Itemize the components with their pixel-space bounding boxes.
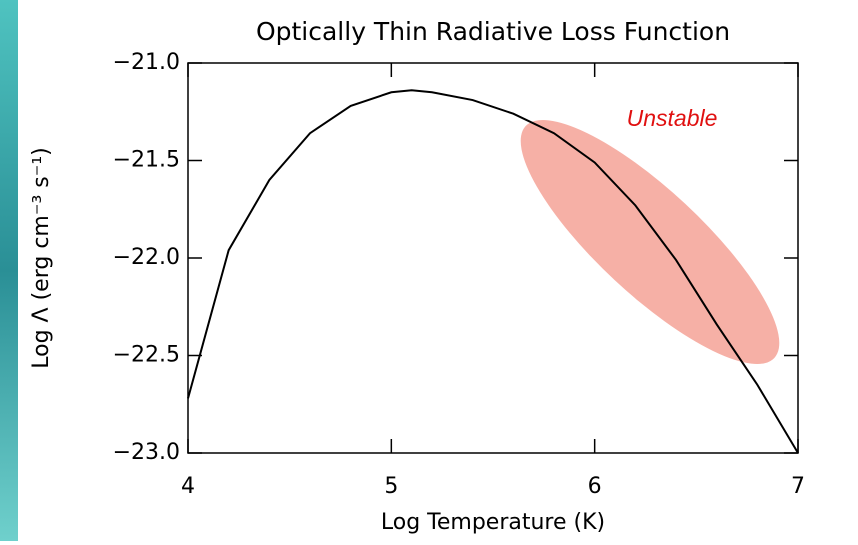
y-axis-label: Log Λ (erg cm⁻³ s⁻¹) — [29, 147, 54, 369]
x-tick-label: 5 — [384, 474, 398, 499]
y-tick-label: −21.5 — [113, 148, 180, 173]
y-tick-label: −21.0 — [113, 50, 180, 75]
chart-title: Optically Thin Radiative Loss Function — [256, 17, 730, 46]
unstable-region — [520, 119, 780, 365]
data-line — [187, 89, 799, 454]
x-tick-label: 4 — [181, 474, 195, 499]
x-tick-label: 6 — [588, 474, 602, 499]
y-tick-label: −22.5 — [113, 343, 180, 368]
y-tick-label: −23.0 — [113, 440, 180, 465]
x-tick-label: 7 — [791, 474, 805, 499]
x-axis-label: Log Temperature (K) — [381, 510, 605, 535]
y-tick-label: −22.0 — [113, 245, 180, 270]
annotation: Unstable — [627, 105, 718, 131]
